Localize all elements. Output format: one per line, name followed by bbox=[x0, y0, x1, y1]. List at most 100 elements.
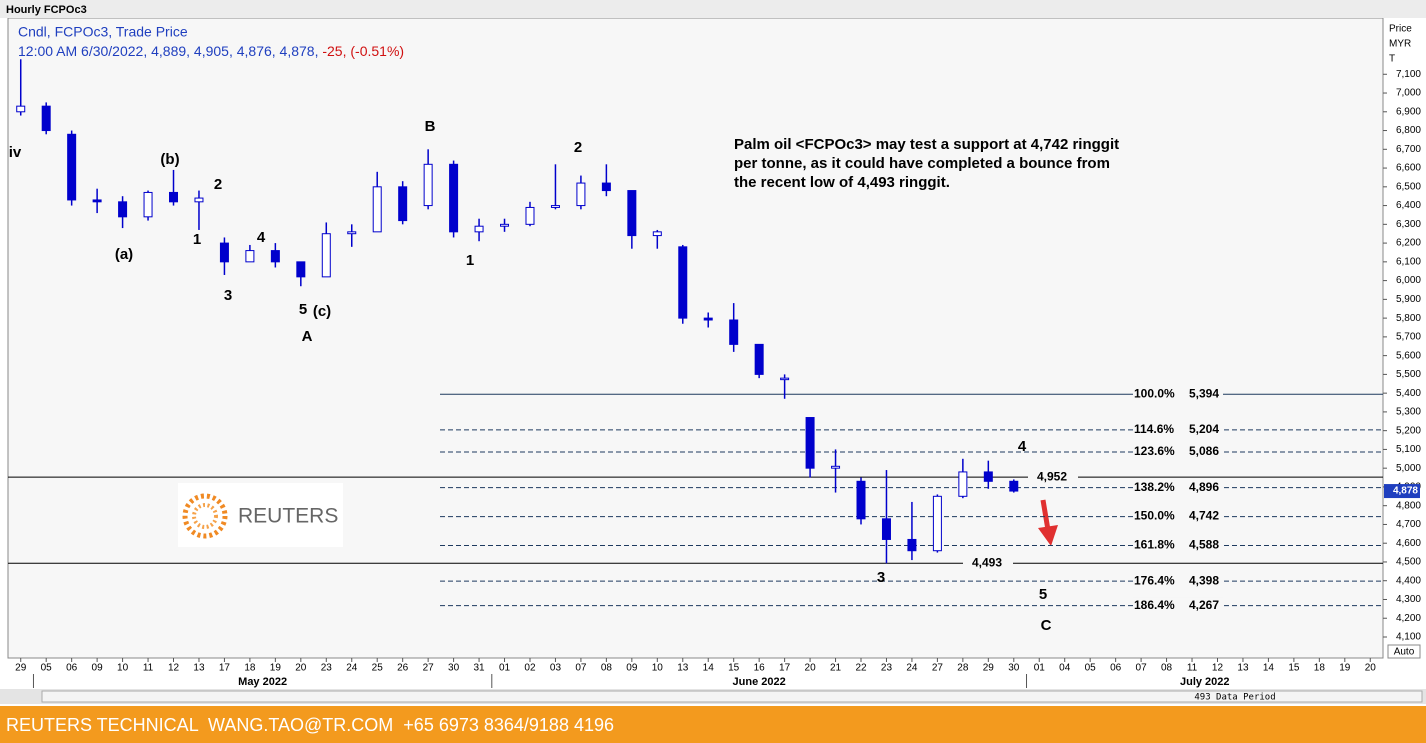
x-tick-label: 13 bbox=[193, 663, 205, 674]
x-tick-label: 12 bbox=[168, 663, 180, 674]
x-tick-label: 10 bbox=[652, 663, 664, 674]
x-tick-label: 07 bbox=[575, 663, 587, 674]
candle-body bbox=[932, 495, 942, 552]
x-tick-label: 06 bbox=[66, 663, 78, 674]
wave-label: 5 bbox=[1039, 586, 1047, 603]
candle-body bbox=[92, 199, 102, 203]
axis-title: MYR bbox=[1389, 39, 1411, 50]
fib-value: 4,267 bbox=[1189, 598, 1219, 612]
x-tick-label: 23 bbox=[321, 663, 333, 674]
x-tick-label: 19 bbox=[1339, 663, 1351, 674]
wave-label: iv bbox=[9, 144, 22, 161]
x-tick-label: 13 bbox=[1237, 663, 1249, 674]
scroll-label: 493 Data Period bbox=[1194, 693, 1275, 703]
quote-line: 12:00 AM 6/30/2022, 4,889, 4,905, 4,876,… bbox=[18, 43, 404, 59]
last-price-label: 4,878 bbox=[1393, 486, 1418, 497]
x-tick-label: 15 bbox=[1288, 663, 1300, 674]
fib-value: 5,394 bbox=[1189, 386, 1219, 400]
candle-body bbox=[958, 471, 968, 497]
x-tick-label: 01 bbox=[1034, 663, 1046, 674]
x-tick-label: 21 bbox=[830, 663, 842, 674]
x-tick-label: 14 bbox=[1263, 663, 1275, 674]
y-tick-label: 4,600 bbox=[1396, 538, 1421, 549]
x-tick-label: 06 bbox=[1110, 663, 1122, 674]
x-tick-label: 14 bbox=[703, 663, 715, 674]
candle-body bbox=[729, 319, 739, 345]
x-tick-label: 03 bbox=[550, 663, 562, 674]
candle-body bbox=[907, 538, 917, 552]
auto-label[interactable]: Auto bbox=[1394, 647, 1415, 658]
footer-bar bbox=[0, 706, 1426, 743]
candle-body bbox=[678, 246, 688, 319]
logo-dots bbox=[182, 493, 228, 539]
x-tick-label: 31 bbox=[474, 663, 486, 674]
month-label: May 2022 bbox=[238, 676, 287, 688]
x-tick-label: 20 bbox=[295, 663, 307, 674]
x-tick-label: 17 bbox=[219, 663, 231, 674]
x-tick-label: 27 bbox=[932, 663, 944, 674]
x-tick-label: 07 bbox=[1136, 663, 1148, 674]
x-tick-label: 23 bbox=[881, 663, 893, 674]
y-tick-label: 5,300 bbox=[1396, 407, 1421, 418]
auto-button[interactable] bbox=[1387, 644, 1421, 659]
candle-body bbox=[983, 471, 993, 482]
fib-value: 4,398 bbox=[1189, 573, 1219, 587]
y-tick-label: 7,100 bbox=[1396, 69, 1421, 80]
y-tick-label: 5,500 bbox=[1396, 369, 1421, 380]
x-tick-label: 22 bbox=[855, 663, 867, 674]
x-tick-label: 11 bbox=[143, 663, 154, 674]
candle-body bbox=[143, 191, 153, 218]
x-tick-label: 02 bbox=[524, 663, 536, 674]
wave-label: 1 bbox=[466, 252, 474, 269]
fib-ratio: 138.2% bbox=[1134, 480, 1175, 494]
candle-body bbox=[296, 261, 306, 278]
arrow-shaft bbox=[1040, 499, 1051, 531]
candle-body bbox=[398, 186, 408, 222]
x-tick-label: 19 bbox=[270, 663, 282, 674]
wave-label: 3 bbox=[877, 569, 885, 586]
fib-label-bg bbox=[1133, 537, 1223, 553]
wave-label: 2 bbox=[214, 176, 222, 193]
commentary: Palm oil <FCPOc3> may test a support at … bbox=[734, 136, 1119, 191]
quote-change: -25, (-0.51%) bbox=[322, 43, 404, 59]
wave-label: 4 bbox=[257, 229, 266, 246]
x-tick-label: 11 bbox=[1187, 663, 1198, 674]
candle-body bbox=[423, 163, 433, 207]
candle-body bbox=[347, 231, 357, 235]
scroll-thumb[interactable] bbox=[41, 690, 1423, 703]
axis-title: Price bbox=[1389, 24, 1412, 35]
x-tick-label: 05 bbox=[1085, 663, 1097, 674]
y-tick-label: 7,000 bbox=[1396, 88, 1421, 99]
y-tick-label: 4,300 bbox=[1396, 594, 1421, 605]
fib-label-bg bbox=[1133, 444, 1223, 460]
x-tick-label: 17 bbox=[779, 663, 791, 674]
x-tick-label: 18 bbox=[1314, 663, 1326, 674]
y-tick-label: 4,700 bbox=[1396, 519, 1421, 530]
fib-ratio: 114.6% bbox=[1134, 422, 1174, 436]
last-price-tag bbox=[1384, 484, 1420, 499]
x-tick-label: 09 bbox=[626, 663, 638, 674]
fib-ratio: 100.0% bbox=[1134, 386, 1175, 400]
wave-label: B bbox=[425, 118, 436, 135]
y-tick-label: 4,400 bbox=[1396, 575, 1421, 586]
axis-title: T bbox=[1389, 54, 1395, 65]
candle-body bbox=[831, 465, 841, 469]
title-bar bbox=[0, 0, 1426, 18]
fib-value: 4,896 bbox=[1189, 480, 1219, 494]
quote-values: 12:00 AM 6/30/2022, 4,889, 4,905, 4,876,… bbox=[18, 43, 318, 59]
y-tick-label: 6,400 bbox=[1396, 200, 1421, 211]
candle-body bbox=[576, 182, 586, 207]
x-tick-label: 30 bbox=[1008, 663, 1020, 674]
candle-body bbox=[500, 223, 510, 227]
candle-body bbox=[856, 480, 866, 520]
wave-label: C bbox=[1041, 617, 1052, 634]
fib-ratio: 123.6% bbox=[1134, 444, 1175, 458]
fib-value: 5,204 bbox=[1189, 422, 1219, 436]
candle-body bbox=[194, 197, 204, 203]
y-tick-label: 6,100 bbox=[1396, 256, 1421, 267]
y-tick-label: 4,200 bbox=[1396, 613, 1421, 624]
fib-ratio: 186.4% bbox=[1134, 598, 1175, 612]
x-tick-label: 08 bbox=[601, 663, 613, 674]
level-label: 4,952 bbox=[1037, 469, 1067, 483]
candle-body bbox=[703, 317, 713, 321]
